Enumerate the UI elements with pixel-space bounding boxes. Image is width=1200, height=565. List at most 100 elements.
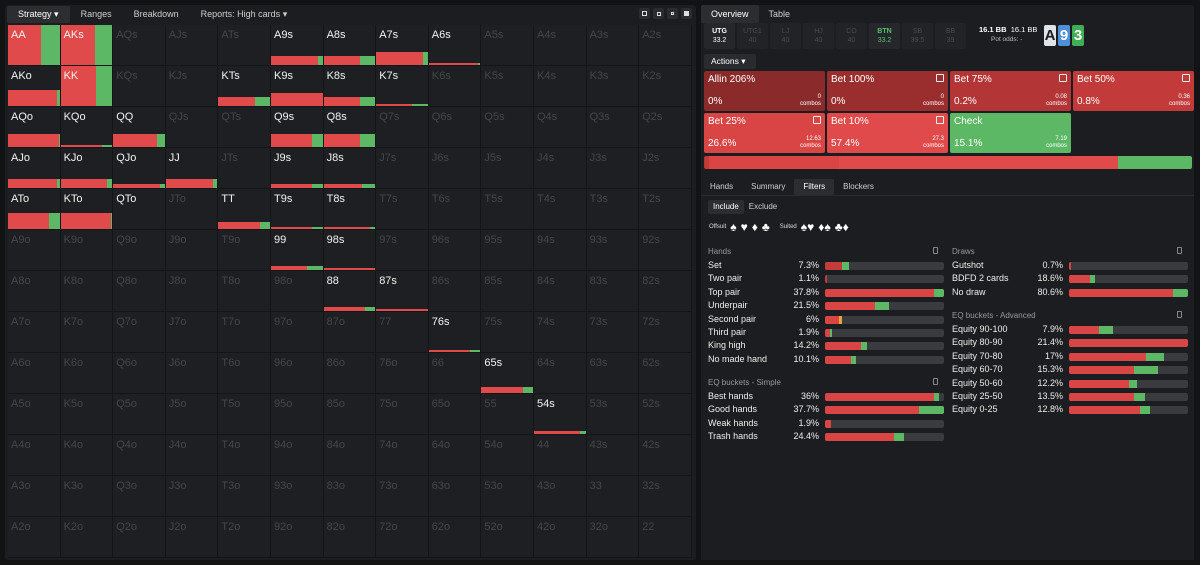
- hand-cell-A8s[interactable]: A8s: [323, 25, 377, 66]
- hand-cell-K6s[interactable]: K6s: [428, 66, 482, 107]
- hand-cell-K5o[interactable]: K5o: [60, 394, 114, 435]
- details-icon[interactable]: [936, 74, 944, 82]
- hand-cell-K2s[interactable]: K2s: [639, 66, 692, 107]
- hand-cell-65s[interactable]: 65s: [481, 353, 534, 394]
- hand-cell-42s[interactable]: 42s: [639, 435, 692, 476]
- hand-cell-Q8s[interactable]: Q8s: [323, 107, 377, 148]
- hand-cell-A9o[interactable]: A9o: [8, 230, 61, 271]
- hand-cell-AQo[interactable]: AQo: [8, 107, 61, 148]
- hand-cell-K3o[interactable]: K3o: [60, 476, 114, 517]
- hand-cell-87o[interactable]: 87o: [323, 312, 377, 353]
- hand-cell-T8o[interactable]: T8o: [218, 271, 271, 312]
- filter-row-second-pair[interactable]: Second pair 6%: [708, 313, 944, 326]
- hand-cell-K9s[interactable]: K9s: [271, 66, 324, 107]
- hand-cell-AKo[interactable]: AKo: [8, 66, 61, 107]
- view-split-icon[interactable]: [639, 8, 650, 19]
- hand-cell-Q5s[interactable]: Q5s: [481, 107, 534, 148]
- hand-cell-Q2o[interactable]: Q2o: [113, 517, 166, 558]
- filter-row-equity-25-50[interactable]: Equity 25-50 13.5%: [952, 390, 1188, 403]
- filter-row-trash-hands[interactable]: Trash hands 24.4%: [708, 430, 944, 443]
- hand-cell-K5s[interactable]: K5s: [481, 66, 534, 107]
- hand-cell-AA[interactable]: AA: [8, 25, 61, 66]
- hand-cell-J3s[interactable]: J3s: [586, 148, 640, 189]
- tab-blockers[interactable]: Blockers: [843, 182, 874, 191]
- action-bet-25-[interactable]: Bet 25% 26.6% 12.63 combos: [704, 113, 825, 153]
- hand-cell-J5o[interactable]: J5o: [165, 394, 219, 435]
- hand-cell-Q9o[interactable]: Q9o: [113, 230, 166, 271]
- hand-cell-99[interactable]: 99: [271, 230, 324, 271]
- hand-cell-94o[interactable]: 94o: [271, 435, 324, 476]
- hand-cell-Q5o[interactable]: Q5o: [113, 394, 166, 435]
- filter-row-two-pair[interactable]: Two pair 1.1%: [708, 272, 944, 285]
- hand-cell-T2o[interactable]: T2o: [218, 517, 271, 558]
- hand-cell-98s[interactable]: 98s: [323, 230, 377, 271]
- tab-breakdown[interactable]: Breakdown: [133, 9, 179, 19]
- hand-cell-A6o[interactable]: A6o: [8, 353, 61, 394]
- position-sb[interactable]: SB 39.5: [902, 23, 933, 49]
- filter-row-equity-70-80[interactable]: Equity 70-80 17%: [952, 350, 1188, 363]
- hand-cell-T4o[interactable]: T4o: [218, 435, 271, 476]
- hand-cell-84o[interactable]: 84o: [323, 435, 377, 476]
- hand-cell-87s[interactable]: 87s: [376, 271, 429, 312]
- exclude-button[interactable]: Exclude: [748, 202, 778, 211]
- hand-cell-J3o[interactable]: J3o: [165, 476, 219, 517]
- hand-cell-53s[interactable]: 53s: [586, 394, 640, 435]
- hand-cell-A5s[interactable]: A5s: [481, 25, 534, 66]
- hand-cell-76s[interactable]: 76s: [428, 312, 482, 353]
- hand-cell-55[interactable]: 55: [481, 394, 534, 435]
- hand-cell-54o[interactable]: 54o: [481, 435, 534, 476]
- hand-cell-95s[interactable]: 95s: [481, 230, 534, 271]
- hand-cell-93s[interactable]: 93s: [586, 230, 640, 271]
- hand-cell-96s[interactable]: 96s: [428, 230, 482, 271]
- hand-cell-92o[interactable]: 92o: [271, 517, 324, 558]
- tab-ranges[interactable]: Ranges: [80, 9, 112, 19]
- hand-cell-J9s[interactable]: J9s: [271, 148, 324, 189]
- hand-cell-J9o[interactable]: J9o: [165, 230, 219, 271]
- hand-cell-83o[interactable]: 83o: [323, 476, 377, 517]
- hand-cell-AJs[interactable]: AJs: [165, 25, 219, 66]
- hand-cell-52s[interactable]: 52s: [639, 394, 692, 435]
- hand-cell-96o[interactable]: 96o: [271, 353, 324, 394]
- hand-cell-K6o[interactable]: K6o: [60, 353, 114, 394]
- hand-cell-J6s[interactable]: J6s: [428, 148, 482, 189]
- hand-cell-85s[interactable]: 85s: [481, 271, 534, 312]
- hand-cell-75s[interactable]: 75s: [481, 312, 534, 353]
- details-icon[interactable]: [1059, 74, 1067, 82]
- hand-cell-T2s[interactable]: T2s: [639, 189, 692, 230]
- filter-row-weak-hands[interactable]: Weak hands 1.9%: [708, 417, 944, 430]
- hand-cell-K7o[interactable]: K7o: [60, 312, 114, 353]
- hand-cell-J4s[interactable]: J4s: [534, 148, 587, 189]
- hand-cell-93o[interactable]: 93o: [271, 476, 324, 517]
- hand-cell-ATo[interactable]: ATo: [8, 189, 61, 230]
- hand-cell-64s[interactable]: 64s: [534, 353, 587, 394]
- hand-cell-A7o[interactable]: A7o: [8, 312, 61, 353]
- hand-cell-53o[interactable]: 53o: [481, 476, 534, 517]
- hand-cell-TT[interactable]: TT: [218, 189, 271, 230]
- hand-cell-T7s[interactable]: T7s: [376, 189, 429, 230]
- hand-cell-75o[interactable]: 75o: [376, 394, 429, 435]
- hand-cell-AQs[interactable]: AQs: [113, 25, 166, 66]
- hand-cell-A9s[interactable]: A9s: [271, 25, 324, 66]
- hand-cell-Q7s[interactable]: Q7s: [376, 107, 429, 148]
- hand-cell-QQ[interactable]: QQ: [113, 107, 166, 148]
- hand-cell-J2o[interactable]: J2o: [165, 517, 219, 558]
- filter-row-equity-80-90[interactable]: Equity 80-90 21.4%: [952, 336, 1188, 349]
- hand-cell-63o[interactable]: 63o: [428, 476, 482, 517]
- hand-cell-KK[interactable]: KK: [60, 66, 114, 107]
- hand-cell-A5o[interactable]: A5o: [8, 394, 61, 435]
- heart-icon[interactable]: ♥: [740, 220, 748, 234]
- hand-cell-T7o[interactable]: T7o: [218, 312, 271, 353]
- hand-cell-KTo[interactable]: KTo: [60, 189, 114, 230]
- hand-cell-83s[interactable]: 83s: [586, 271, 640, 312]
- hand-cell-Q9s[interactable]: Q9s: [271, 107, 324, 148]
- hand-cell-KTs[interactable]: KTs: [218, 66, 271, 107]
- details-icon[interactable]: [936, 116, 944, 124]
- hand-cell-74o[interactable]: 74o: [376, 435, 429, 476]
- hand-cell-73o[interactable]: 73o: [376, 476, 429, 517]
- hand-cell-65o[interactable]: 65o: [428, 394, 482, 435]
- hand-cell-J2s[interactable]: J2s: [639, 148, 692, 189]
- action-bet-75-[interactable]: Bet 75% 0.2% 0.08 combos: [950, 71, 1071, 111]
- hand-cell-JTo[interactable]: JTo: [165, 189, 219, 230]
- hand-cell-62o[interactable]: 62o: [428, 517, 482, 558]
- hand-cell-82o[interactable]: 82o: [323, 517, 377, 558]
